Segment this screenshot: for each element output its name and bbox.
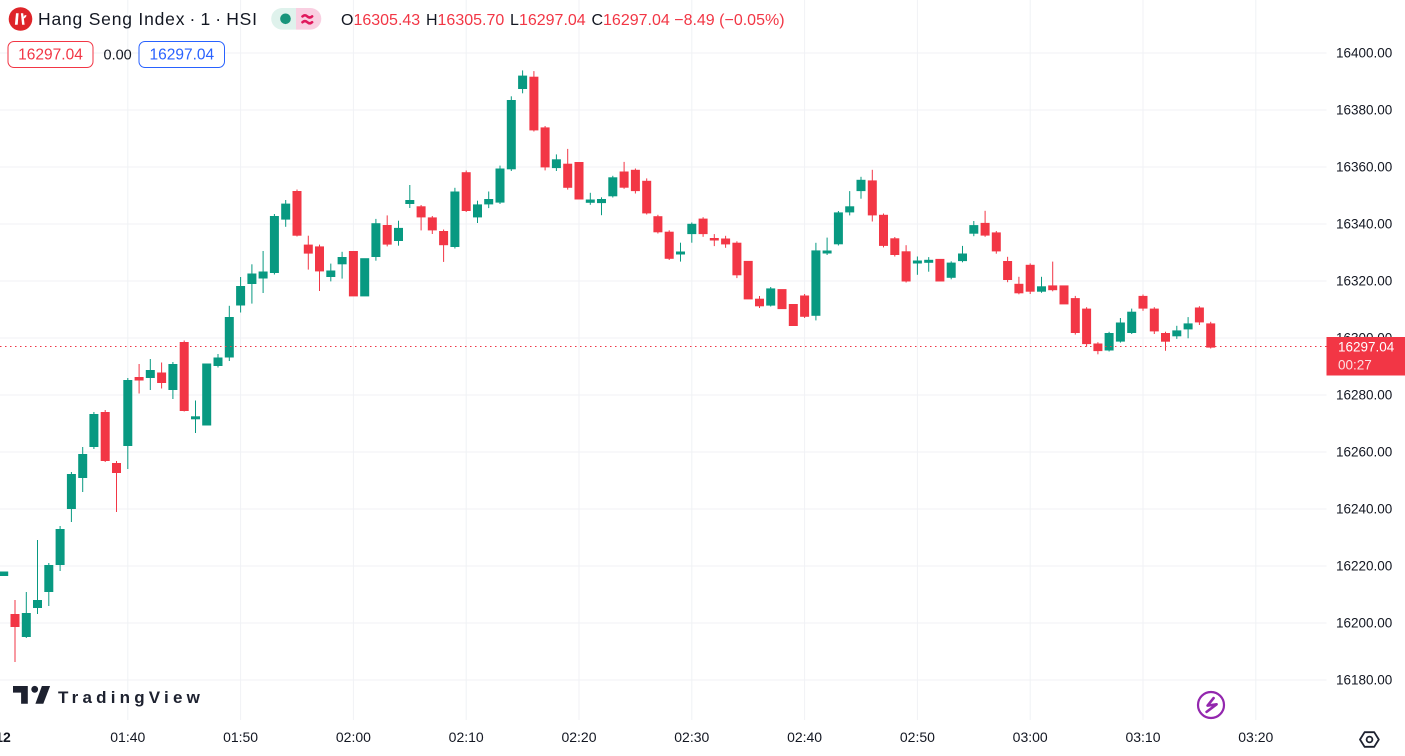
svg-text:00:27: 00:27: [1338, 358, 1372, 373]
svg-text:16360.00: 16360.00: [1336, 160, 1392, 175]
svg-text:03:10: 03:10: [1125, 729, 1160, 745]
svg-text:16297.04: 16297.04: [149, 47, 214, 64]
svg-text:16260.00: 16260.00: [1336, 445, 1392, 460]
svg-text:02:50: 02:50: [900, 729, 935, 745]
svg-text:TradingView: TradingView: [58, 688, 204, 707]
svg-text:02:00: 02:00: [336, 729, 371, 745]
svg-text:16400.00: 16400.00: [1336, 46, 1392, 61]
svg-text:16220.00: 16220.00: [1336, 559, 1392, 574]
svg-text:16180.00: 16180.00: [1336, 673, 1392, 688]
svg-text:01:50: 01:50: [223, 729, 258, 745]
svg-text:16297.04: 16297.04: [1338, 340, 1395, 355]
svg-text:01:40: 01:40: [110, 729, 145, 745]
svg-text:03:20: 03:20: [1238, 729, 1273, 745]
svg-text:0.00: 0.00: [104, 48, 132, 64]
svg-text:16200.00: 16200.00: [1336, 616, 1392, 631]
svg-text:O16305.43 H16305.70 L16297.0: O16305.43 H16305.70 L16297.04 C16297.04 …: [341, 12, 785, 29]
svg-text:16280.00: 16280.00: [1336, 388, 1392, 403]
svg-text:Hang Seng Index · 1 · HSI: Hang Seng Index · 1 · HSI: [38, 9, 258, 29]
svg-text:16340.00: 16340.00: [1336, 217, 1392, 232]
svg-text:03:00: 03:00: [1013, 729, 1048, 745]
svg-text:02:20: 02:20: [561, 729, 596, 745]
svg-text:02:10: 02:10: [449, 729, 484, 745]
svg-text:12: 12: [0, 729, 11, 745]
svg-text:02:40: 02:40: [787, 729, 822, 745]
svg-text:02:30: 02:30: [674, 729, 709, 745]
svg-text:16297.04: 16297.04: [18, 47, 83, 64]
svg-text:16320.00: 16320.00: [1336, 274, 1392, 289]
svg-text:16240.00: 16240.00: [1336, 502, 1392, 517]
svg-text:16380.00: 16380.00: [1336, 103, 1392, 118]
